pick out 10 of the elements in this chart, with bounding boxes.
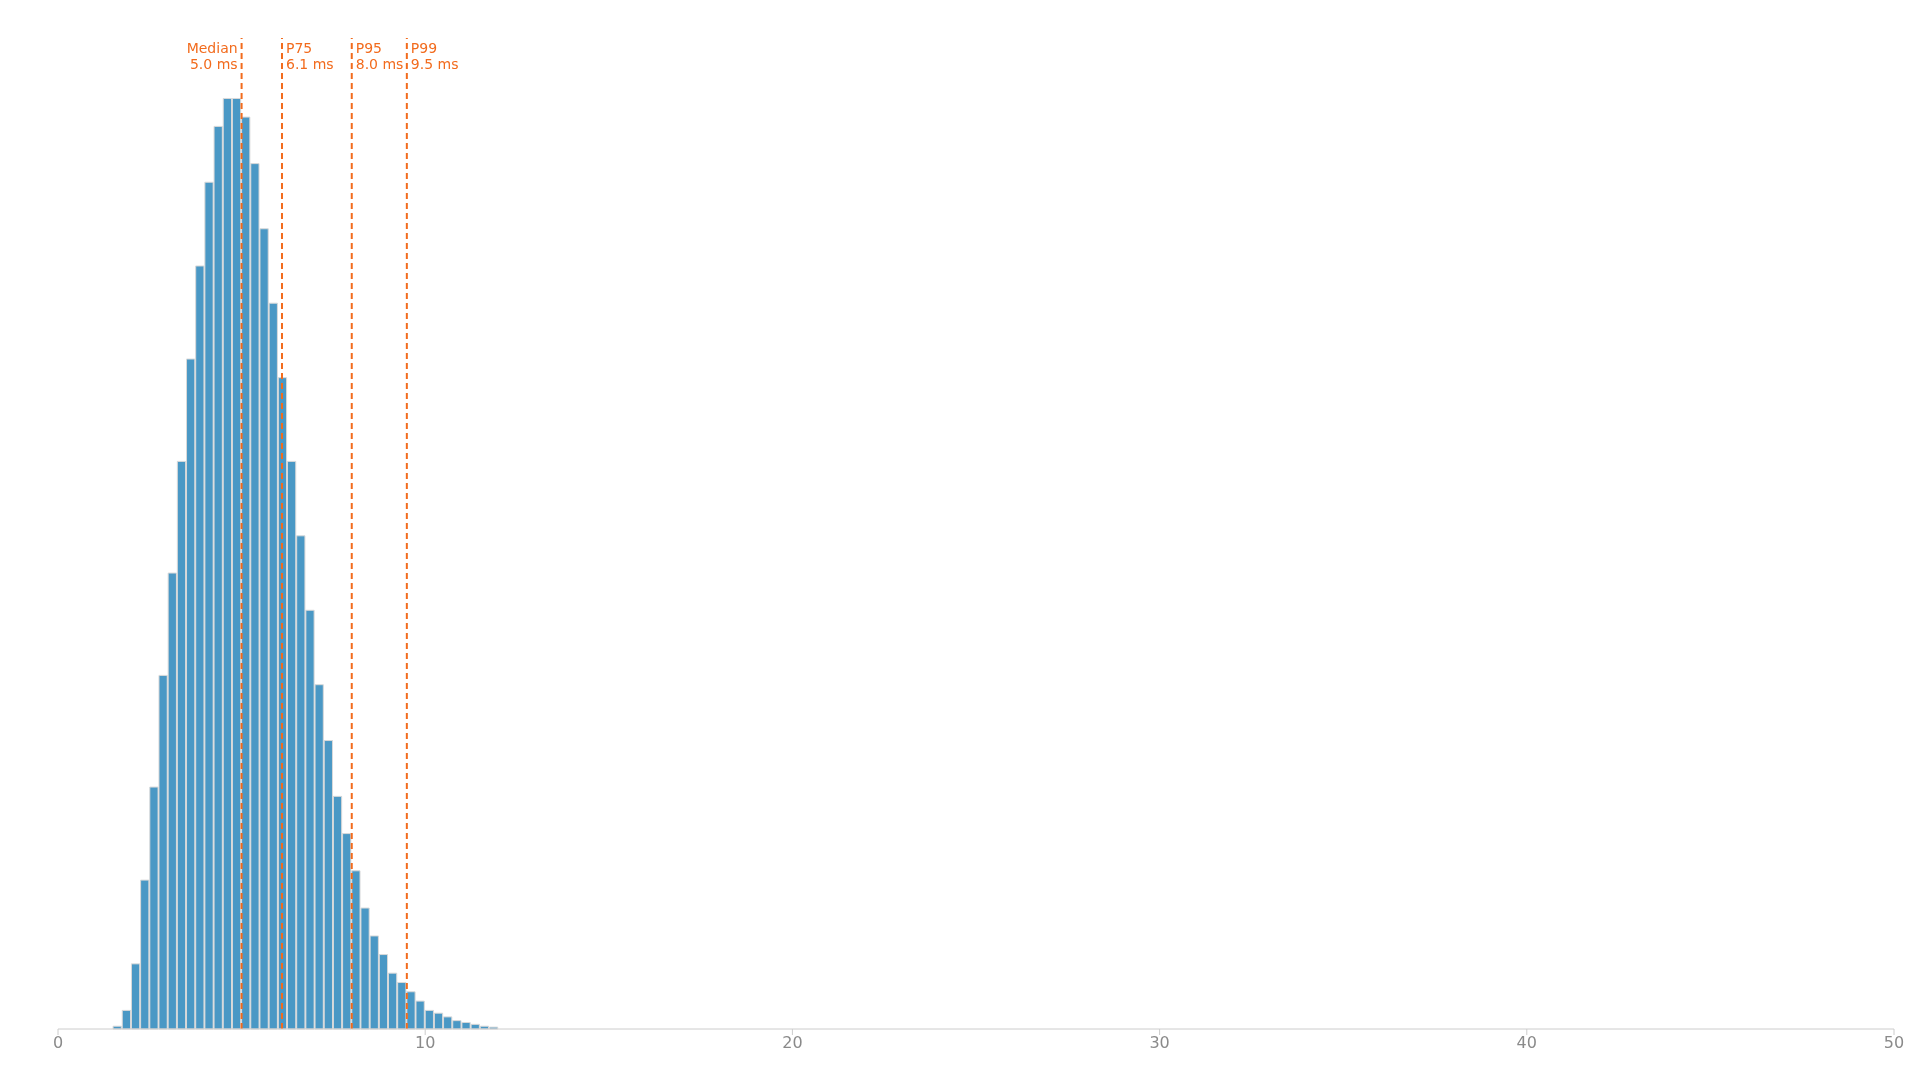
x-tick-label: 30 bbox=[1149, 1033, 1170, 1053]
x-tick-label: 10 bbox=[415, 1033, 436, 1053]
ref-line-label: P95 8.0 ms bbox=[355, 40, 404, 72]
ref-line-label: P99 9.5 ms bbox=[410, 40, 459, 72]
ref-line-label: Median 5.0 ms bbox=[186, 40, 238, 72]
x-tick-label: 40 bbox=[1516, 1033, 1537, 1053]
ref-line-label: P75 6.1 ms bbox=[285, 40, 334, 72]
x-tick-label: 20 bbox=[782, 1033, 803, 1053]
x-tick-label: 0 bbox=[52, 1033, 64, 1053]
x-tick-label: 50 bbox=[1883, 1033, 1905, 1053]
